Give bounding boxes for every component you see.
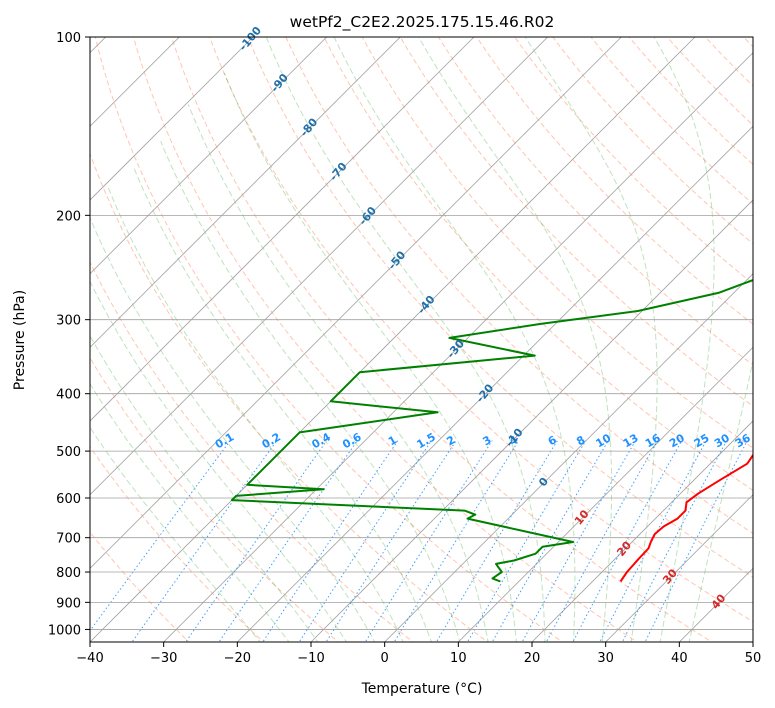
moist-adiabat-line (223, 72, 518, 642)
x-tick-label: 20 (524, 651, 541, 666)
y-tick-label: 700 (56, 532, 81, 547)
x-tick-label: 10 (450, 651, 467, 666)
mixing-ratio-line (131, 440, 278, 642)
moist-adiabat-line (187, 104, 489, 642)
y-tick-label: 300 (56, 314, 81, 329)
x-tick-label: 40 (671, 651, 688, 666)
isotherm-line (605, 494, 753, 642)
mixing-ratio-line (185, 440, 328, 642)
y-tick-label: 600 (56, 492, 81, 507)
dry-adiabat-line (437, 37, 753, 366)
moist-adiabat-line (524, 37, 658, 642)
isotherm-line (531, 420, 753, 642)
temperature-profile-line (619, 453, 753, 583)
dry-adiabat-line (285, 37, 753, 535)
plot-frame (89, 36, 754, 643)
dewpoint-profile-line (230, 278, 753, 583)
chart-title: wetPf2_C2E2.2025.175.15.46.R02 (290, 13, 555, 32)
moist-adiabat-line (90, 382, 290, 642)
dry-adiabat-line (361, 37, 753, 449)
mixing-ratio-line (298, 440, 432, 642)
x-axis-label: Temperature (°C) (361, 681, 483, 697)
x-tick-label: −20 (224, 651, 251, 666)
y-tick-label: 500 (56, 445, 81, 460)
moist-adiabat-line (90, 280, 347, 642)
y-tick-label: 800 (56, 566, 81, 581)
moist-adiabat-line (90, 216, 376, 642)
isotherm-line (90, 37, 622, 569)
moist-adiabat-line (333, 37, 576, 642)
x-tick-label: −30 (150, 651, 177, 666)
y-axis-label: Pressure (hPa) (12, 290, 28, 390)
moist-adiabat-line (653, 37, 715, 642)
dry-adiabat-line (247, 37, 753, 578)
y-tick-label: 1000 (48, 623, 81, 638)
moist-adiabat-line (418, 37, 613, 642)
isotherm-line (90, 37, 254, 201)
x-tick-label: −10 (297, 651, 324, 666)
isotherm-line (237, 125, 753, 642)
mixing-ratio-line (262, 440, 399, 642)
mixing-ratio-line (364, 440, 493, 642)
mixing-ratio-line (435, 440, 558, 642)
mixing-ratio-line (491, 440, 609, 642)
isotherm-line (310, 199, 753, 642)
moist-adiabat-line (107, 188, 404, 642)
y-tick-label: 200 (56, 209, 81, 224)
x-tick-label: 30 (597, 651, 614, 666)
moist-adiabat-line (265, 37, 546, 642)
axes: −40 −30 −20 −10 0 10 20 30 40 50 100 200 300 400 500 60… (48, 31, 761, 666)
x-tick-label: 0 (381, 651, 389, 666)
isotherm-line (458, 346, 753, 642)
x-tick-label: 50 (745, 651, 762, 666)
dry-adiabat-line (170, 37, 713, 642)
mixing-ratio-line (466, 440, 587, 642)
isotherm-line (90, 37, 401, 348)
background-lines (90, 37, 753, 642)
isotherm-line (90, 37, 696, 642)
x-tick-label: −40 (76, 651, 103, 666)
isotherm-line (90, 37, 475, 422)
data-series (230, 278, 753, 583)
mixing-ratio-line (393, 440, 520, 642)
mixing-ratio-line (621, 440, 728, 642)
moist-adiabat-line (160, 141, 461, 642)
isotherm-line (163, 52, 753, 642)
y-tick-label: 400 (56, 388, 81, 403)
y-tick-label: 900 (56, 596, 81, 611)
mixing-ratio-line (572, 440, 683, 642)
isotherm-line (90, 37, 548, 496)
mixing-ratio-line (325, 440, 457, 642)
moist-adiabat-line (90, 334, 319, 642)
isotherm-line (384, 273, 753, 642)
mixing-ratio-line (545, 440, 659, 642)
mixing-ratio-line (599, 440, 707, 642)
y-tick-label: 100 (56, 31, 81, 46)
dry-adiabat-line (476, 37, 753, 325)
dry-adiabat-line (323, 37, 753, 491)
isotherm-line (90, 37, 327, 275)
mixing-ratio-line (521, 440, 637, 642)
